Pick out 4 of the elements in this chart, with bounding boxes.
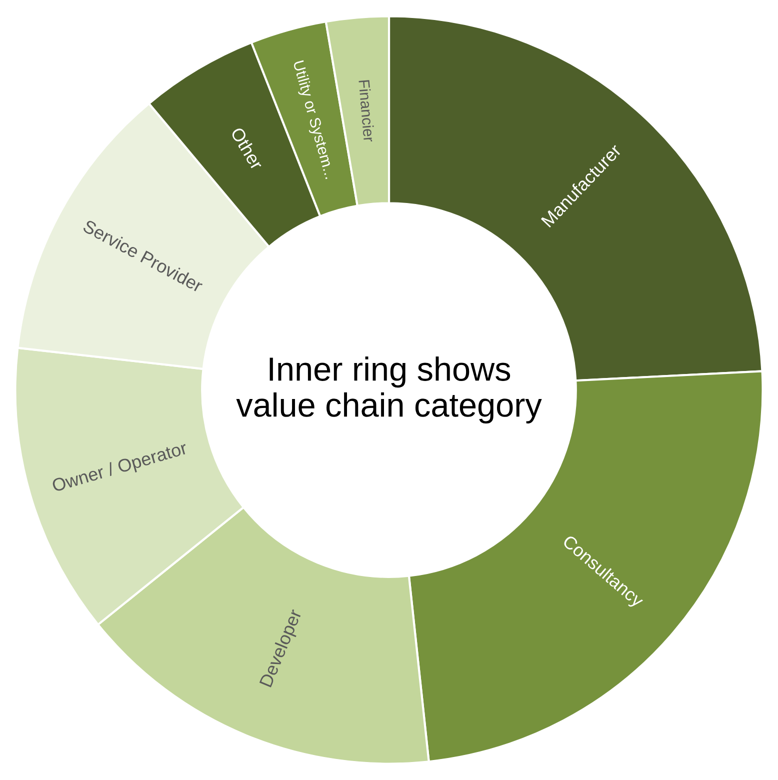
slice-label: Utility or System... [290,60,336,180]
slice-label: Owner / Operator [51,440,189,496]
slice-label: Financier [358,80,375,142]
text: Inner ring shows value chain category [236,356,542,424]
